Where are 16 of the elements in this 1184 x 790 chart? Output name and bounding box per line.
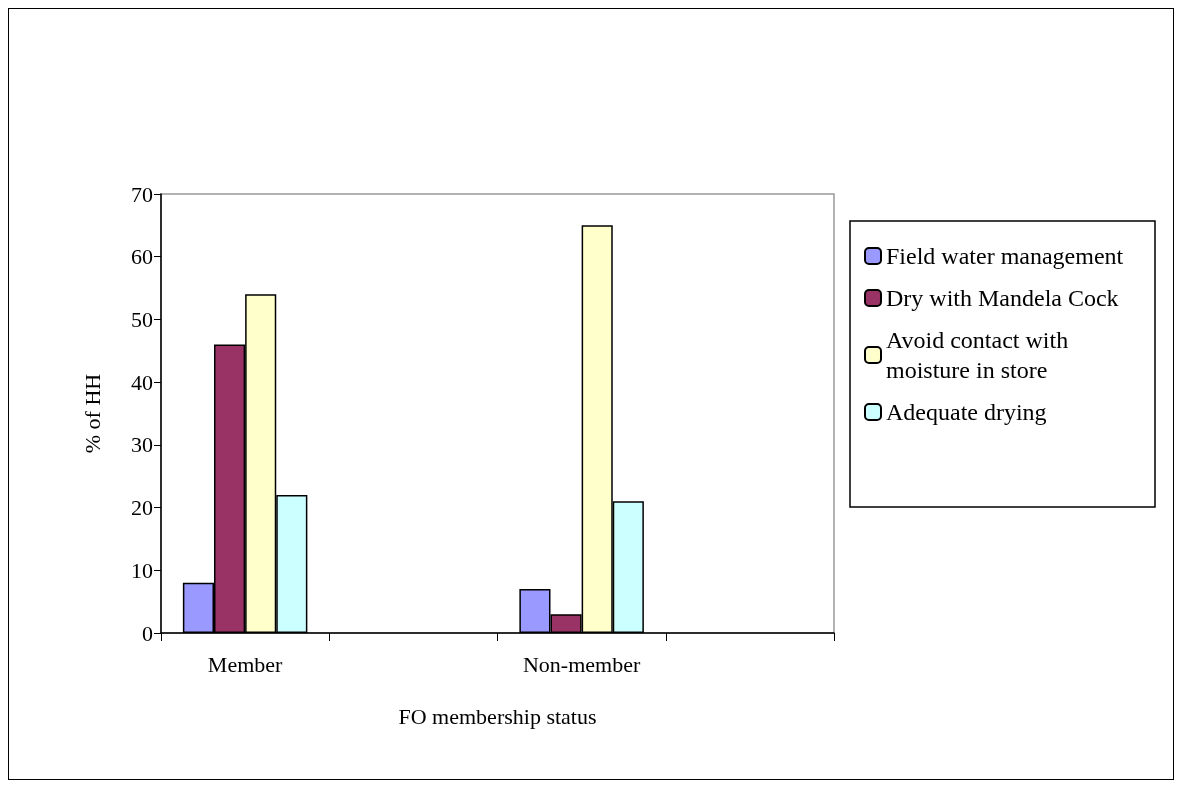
y-tick-label: 60 bbox=[131, 244, 153, 270]
legend-label: Dry with Mandela Cock bbox=[886, 285, 1119, 311]
legend-label: Field water management bbox=[886, 243, 1124, 269]
y-axis-title: % of HH bbox=[79, 373, 105, 454]
x-axis-title: FO membership status bbox=[398, 703, 597, 729]
legend-label: Adequate drying bbox=[886, 399, 1047, 425]
y-tick-label: 30 bbox=[131, 432, 153, 458]
y-tick-label: 20 bbox=[131, 495, 153, 521]
y-tick-label: 10 bbox=[131, 557, 153, 583]
y-tick-label: 50 bbox=[131, 306, 153, 332]
y-tick-label: 40 bbox=[131, 369, 153, 395]
x-tick-label: Non-member bbox=[522, 651, 641, 677]
y-tick-label: 0 bbox=[142, 620, 153, 646]
legend-label: Avoid contact with moisture in store bbox=[886, 327, 1075, 383]
x-tick-label: Member bbox=[207, 651, 284, 677]
y-tick-label: 70 bbox=[131, 181, 153, 207]
